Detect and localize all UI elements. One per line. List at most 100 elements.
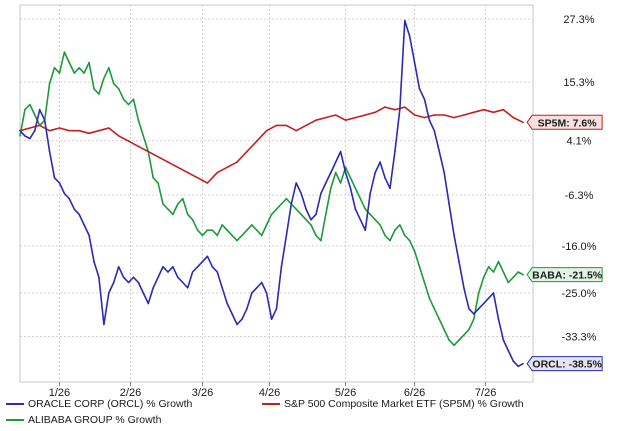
data-point [167, 271, 169, 273]
data-point [211, 229, 214, 231]
data-point [226, 229, 228, 231]
data-point [19, 129, 21, 132]
data-point [315, 213, 317, 216]
data-point [502, 271, 505, 273]
data-point [88, 234, 90, 237]
data-point [206, 229, 209, 231]
data-point [29, 137, 31, 140]
data-point [211, 266, 214, 268]
data-point [275, 307, 278, 310]
data-point [295, 129, 298, 132]
data-point [389, 239, 391, 242]
data-point [305, 218, 307, 221]
data-point [265, 129, 268, 132]
data-point [78, 67, 80, 69]
data-point [507, 281, 510, 284]
data-point [512, 116, 515, 119]
data-point [428, 119, 431, 121]
data-point [295, 182, 298, 184]
data-point [103, 323, 105, 326]
data-point [226, 166, 228, 169]
data-point [438, 318, 441, 321]
data-point [374, 171, 377, 174]
x-tick-label: 6/26 [404, 387, 425, 399]
data-point [137, 119, 140, 121]
data-point [285, 124, 288, 127]
data-point [334, 171, 337, 174]
data-point [473, 313, 475, 315]
data-point [34, 129, 36, 132]
data-point [48, 129, 51, 132]
legend-label-sp5m: S&P 500 Composite Market ETF (SP5M) % Gr… [284, 398, 524, 410]
data-point [147, 302, 150, 305]
data-point [502, 339, 505, 341]
data-point [477, 307, 480, 310]
data-point [108, 127, 110, 129]
data-point [48, 82, 51, 85]
data-point [379, 224, 381, 226]
data-point [344, 171, 347, 174]
end-label-box [526, 267, 603, 283]
data-point [246, 229, 248, 231]
legend-swatch-baba [6, 419, 24, 422]
data-point [285, 234, 288, 237]
data-point [458, 260, 460, 263]
data-point [320, 192, 322, 195]
data-point [275, 124, 278, 127]
data-point [389, 187, 391, 190]
data-point [216, 234, 219, 237]
data-point [157, 182, 159, 184]
data-point [236, 161, 238, 163]
data-point [152, 287, 154, 289]
y-axis-labels: 27.3% 15.3% 4.1% -6.3% -16.0% -25.0% -33.3% [562, 14, 597, 343]
data-point [216, 171, 219, 174]
data-point [231, 234, 233, 237]
data-point [24, 108, 26, 111]
data-point [482, 108, 485, 111]
data-point [19, 135, 21, 137]
data-point [463, 334, 465, 336]
data-point [275, 208, 278, 210]
data-point [112, 82, 115, 85]
data-point [127, 281, 130, 284]
data-point [196, 177, 199, 179]
data-point [300, 213, 303, 216]
data-point [482, 276, 485, 279]
data-point [443, 114, 446, 116]
data-point [236, 239, 238, 242]
y-tick-label: -25.0% [562, 288, 597, 300]
data-point [142, 135, 145, 137]
data-point [48, 150, 51, 153]
data-point [236, 323, 238, 326]
data-point [354, 116, 357, 119]
x-tick-label: 1/26 [49, 387, 70, 399]
data-point [364, 208, 367, 210]
data-point [201, 234, 204, 237]
data-point [463, 114, 465, 116]
data-point [108, 292, 110, 294]
data-point [487, 297, 490, 300]
data-point [231, 313, 233, 315]
legend-swatch-orcl [6, 403, 24, 406]
data-point [280, 266, 283, 268]
y-tick-label: 15.3% [563, 77, 594, 89]
data-point [167, 208, 169, 210]
legend-item-orcl: ORACLE CORP (ORCL) % Growth [6, 398, 192, 410]
data-point [142, 292, 145, 294]
data-point [98, 276, 100, 279]
legend-item-sp5m: S&P 500 Composite Market ETF (SP5M) % Gr… [262, 398, 524, 410]
data-point [394, 108, 396, 111]
data-point [423, 281, 426, 284]
data-point [458, 339, 460, 341]
data-point [497, 318, 500, 321]
data-point [315, 234, 317, 237]
data-point [162, 266, 164, 268]
data-point [132, 276, 135, 279]
data-point [399, 224, 401, 226]
y-tick-label: -6.3% [565, 190, 594, 202]
data-point [374, 218, 377, 221]
data-point [497, 260, 500, 263]
data-point [443, 328, 446, 331]
data-point [108, 67, 110, 69]
